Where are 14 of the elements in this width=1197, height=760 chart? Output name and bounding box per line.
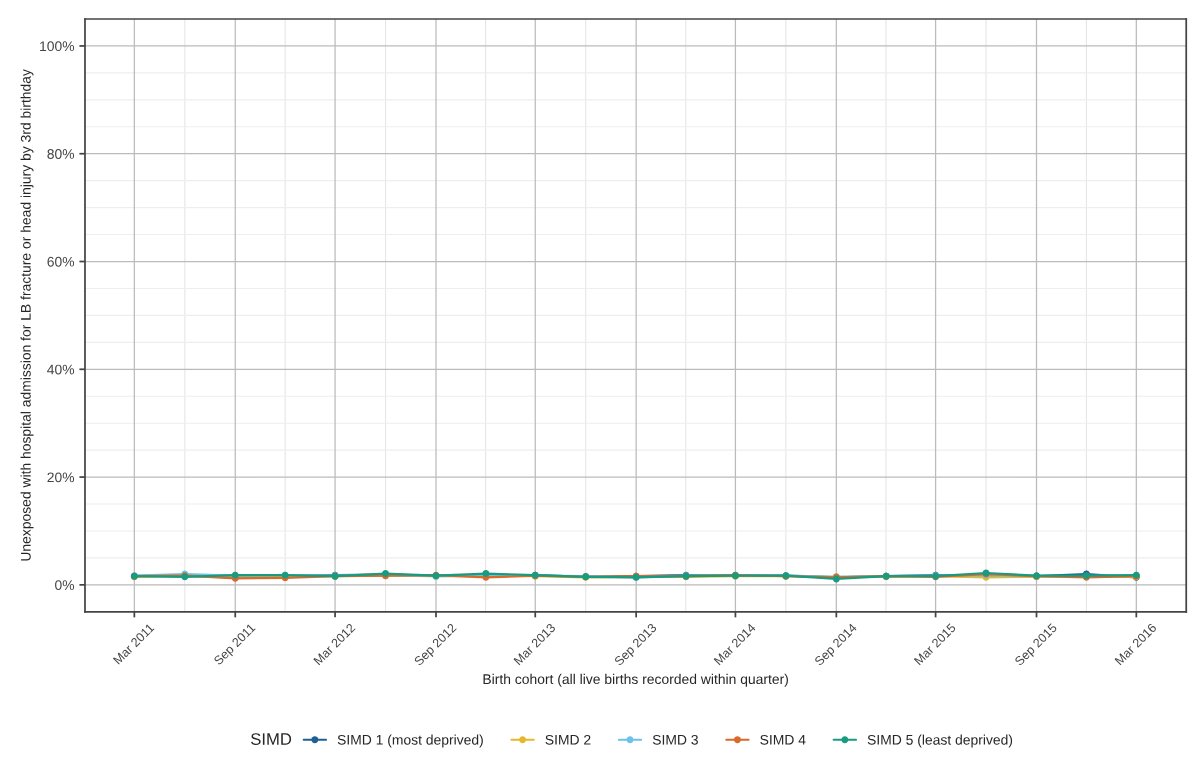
y-tick-label: 20% (47, 472, 75, 483)
x-axis-title: Birth cohort (all live births recorded within quarter) (483, 673, 788, 687)
legend-label: SIMD 1 (most deprived) (337, 734, 483, 748)
legend-title: SIMD (251, 733, 292, 745)
legend-label: SIMD 4 (760, 734, 806, 745)
y-tick-label: 80% (47, 149, 75, 159)
y-axis-title: Unexposed with hospital admission for LB fracture or head injury by 3rd birthday (20, 69, 34, 561)
legend-label: SIMD 3 (652, 734, 698, 745)
legend-label: SIMD 5 (least deprived) (867, 734, 1013, 748)
legend-label: SIMD 2 (545, 734, 591, 745)
y-tick-label: 60% (47, 256, 75, 267)
y-tick-label: 40% (47, 364, 75, 375)
y-tick-label: 0% (55, 580, 75, 591)
y-tick-label: 100% (40, 41, 75, 52)
